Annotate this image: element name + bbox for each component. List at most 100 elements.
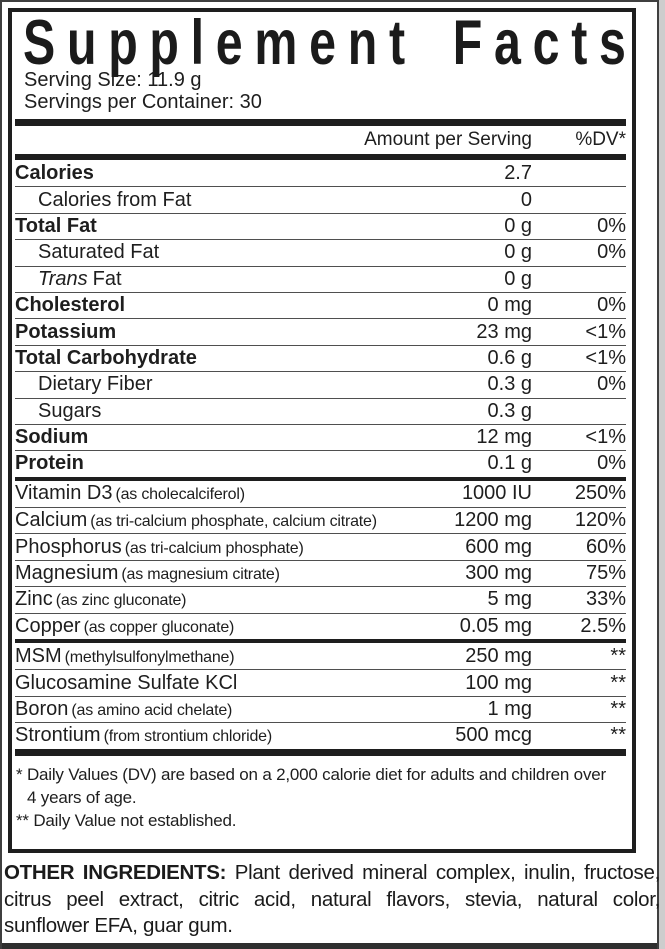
table-row: Protein 0.1 g 0% [15,450,626,476]
dv-value: 0% [597,294,626,317]
dv-value: 75% [585,562,626,585]
footnote-line: ** Daily Value not established. [16,810,237,830]
table-row: Phosphorus (as tri-calcium phosphate) 600… [15,533,626,559]
nutrient-name-cell: Calories [15,162,437,185]
nutrient-name-cell: Total Fat [15,215,437,238]
table-row: Cholesterol 0 mg 0% [15,291,626,318]
nutrient-name-cell: Zinc (as zinc gluconate) [15,588,437,611]
nutrient-name-cell: Potassium [15,321,437,344]
amount-value: 0 [520,188,532,211]
other-ingredients: OTHER INGREDIENTS: Plant derived mineral… [4,860,660,940]
amount-value: 500 mcg [455,724,532,747]
table-row: Glucosamine Sulfate KCl 100 mg ** [15,669,626,695]
nutrient-name: Copper [15,614,81,637]
nutrient-name: Boron [15,698,69,720]
dv-value: 0% [597,452,626,475]
dv-value: 60% [585,535,626,558]
amount-value: 5 mg [487,588,532,611]
amount-value: 100 mg [465,671,532,694]
amount-value: 0.3 g [487,399,532,422]
dv-value: <1% [585,346,626,369]
dv-value: <1% [585,320,626,343]
table-row: Calcium (as tri-calcium phosphate, calciu… [15,507,626,533]
nutrient-name-cell: Phosphorus (as tri-calcium phosphate) [15,536,437,559]
servings-per-container: Servings per Container: 30 [24,90,262,113]
section-divider-1 [15,476,626,481]
amount-value: 0.05 mg [459,614,532,637]
amount-value: 0.3 g [487,373,532,396]
nutrient-source: (as amino acid chelate) [71,702,233,719]
table-row: Copper (as copper gluconate) 0.05 mg 2.5% [15,612,626,639]
table-row: Saturated Fat 0 g 0% [15,239,626,265]
amount-value: 23 mg [476,320,532,343]
column-header-row: Amount per Serving %DV* [15,126,626,154]
nutrient-name: Calories from Fat [38,188,192,211]
nutrient-name-cell: Total Carbohydrate [15,347,437,370]
nutrient-name: MSM [15,644,62,667]
nutrient-name: Strontium [15,724,101,747]
amount-value: 600 mg [465,535,532,558]
dv-value: 0% [597,214,626,237]
nutrient-source: (as copper gluconate) [83,618,235,636]
thick-divider-header [15,154,626,160]
amount-value: 250 mg [465,644,532,667]
nutrient-name: Total Carbohydrate [15,346,197,369]
dv-value: ** [610,671,626,694]
nutrient-name-cell: Glucosamine Sulfate KCl [15,672,437,695]
nutrient-name: Cholesterol [15,294,126,317]
nutrient-name-cell: Cholesterol [15,294,437,317]
dv-value: ** [610,644,626,667]
nutrient-source: (as cholecalciferol) [115,486,245,504]
nutrient-name-cell: Sodium [15,426,437,449]
dv-value: 0% [597,373,626,396]
section-divider-2 [15,639,626,644]
nutrient-name-cell: Magnesium (as magnesium citrate) [15,562,437,585]
amount-value: 0 mg [487,294,532,317]
nutrient-source: (as tri-calcium phosphate) [124,539,304,557]
nutrient-name: Glucosamine Sulfate KCl [15,671,238,694]
nutrient-name-cell: Sugars [15,400,437,423]
supplement-facts-panel: Supplement Facts Serving Size: 11.9 g Se… [8,8,636,853]
nutrient-name: Vitamin D3 [15,482,113,505]
nutrient-name: Saturated Fat [38,241,160,264]
amount-value: 2.7 [504,161,532,184]
amount-value: 0.1 g [487,452,532,475]
table-row: Zinc (as zinc gluconate) 5 mg 33% [15,586,626,612]
nutrient-name-cell: Protein [15,452,437,475]
nutrition-rows-others: MSM (methylsulfonylmethane) 250 mg ** Glu… [15,643,626,749]
nutrient-source: (as zinc gluconate) [55,592,187,610]
table-row: Calories 2.7 [15,160,626,186]
amount-value: 1000 IU [461,482,532,505]
dv-value: ** [610,724,626,747]
nutrient-name: Total Fat [15,214,97,237]
table-row: Calories from Fat 0 [15,186,626,212]
nutrient-name: Fat [92,267,122,290]
table-row: Sugars 0.3 g [15,397,626,424]
nutrient-name: Protein [15,452,84,475]
amount-value: 0 g [504,214,532,237]
nutrient-name-cell: Strontium (from strontium chloride) [15,724,437,747]
amount-column-header: Amount per Serving [364,129,532,150]
amount-value: 0 g [504,241,532,264]
amount-value: 1200 mg [454,509,532,532]
nutrient-name-cell: Calcium (as tri-calcium phosphate, calciu… [15,509,437,532]
table-row: Strontium (from strontium chloride) 500 m… [15,722,626,748]
nutrient-source: (as tri-calcium phosphate, calcium citra… [90,513,377,531]
footnote-block: * Daily Values (DV) are based on a 2,000… [15,756,626,832]
nutrient-name-cell: Saturated Fat [15,241,437,264]
nutrient-name-cell: Calories from Fat [15,189,437,212]
thick-divider-footnote [15,748,626,756]
nutrition-rows-main: Calories 2.7 Calories from Fat 0 Total F… [15,160,626,477]
table-row: Vitamin D3 (as cholecalciferol) 1000 IU 2… [15,481,626,507]
dv-value: 2.5% [580,614,626,637]
table-row: Potassium 23 mg <1% [15,318,626,344]
table-row: Total Carbohydrate 0.6 g <1% [15,344,626,371]
nutrition-rows-vitamins: Vitamin D3 (as cholecalciferol) 1000 IU 2… [15,481,626,639]
nutrient-source: (methylsulfonylmethane) [64,648,235,666]
table-row: Boron (as amino acid chelate) 1 mg ** [15,695,626,722]
nutrient-name: Calcium [15,509,88,532]
nutrient-name-cell: Copper (as copper gluconate) [15,615,437,638]
dv-value: <1% [585,426,626,449]
amount-value: 12 mg [476,426,532,449]
